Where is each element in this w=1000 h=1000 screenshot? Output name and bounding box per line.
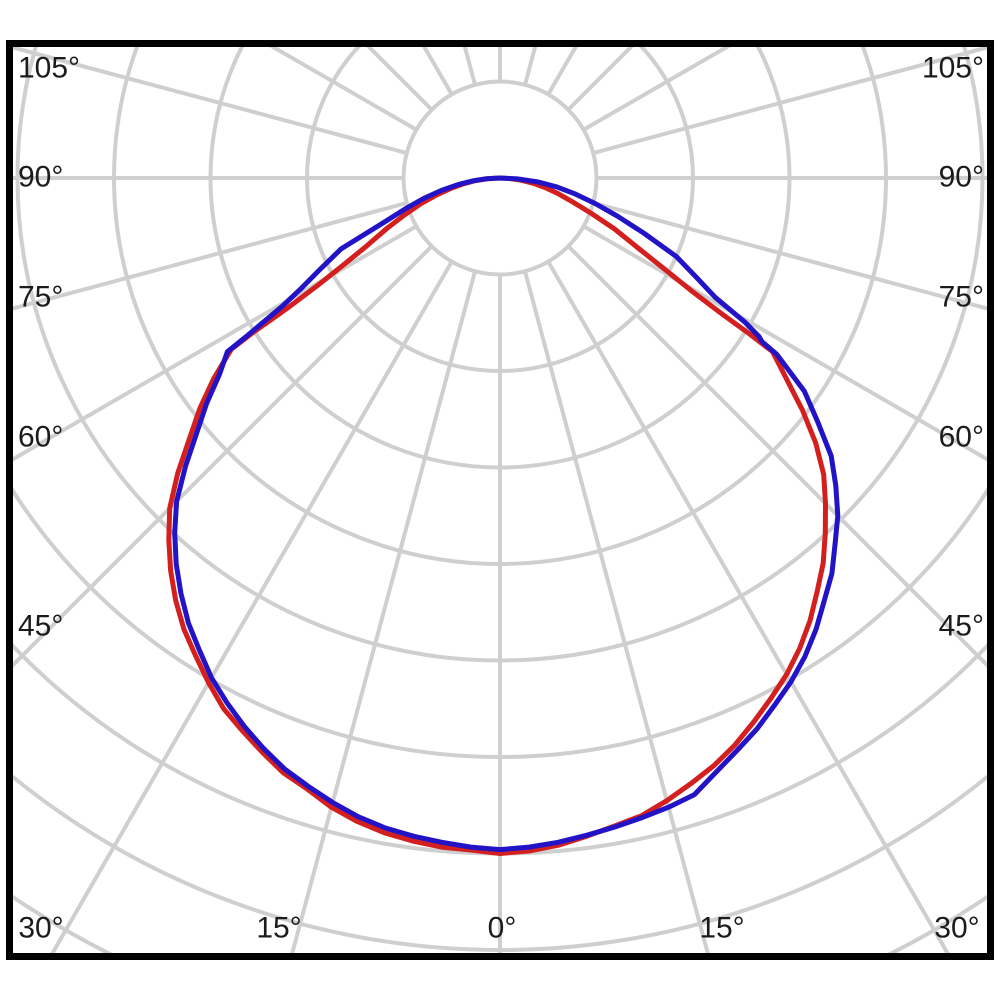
angle-labels: 105° 90° 75° 60° 45° 105° 90° 75° 60° 45° 30° 15° 0°… bbox=[18, 52, 984, 945]
angle-label-right: 45° bbox=[939, 610, 984, 643]
grid-spoke bbox=[546, 260, 950, 953]
grid-spoke bbox=[50, 260, 454, 953]
angle-label-left: 75° bbox=[18, 281, 63, 314]
grid-spoke bbox=[523, 270, 710, 953]
grid-spoke bbox=[13, 47, 408, 155]
blue-curve bbox=[172, 175, 841, 853]
grid-spoke bbox=[13, 224, 418, 462]
angle-label-bottom: 15° bbox=[699, 912, 744, 945]
red-curve bbox=[166, 175, 828, 856]
grid-spoke bbox=[582, 224, 987, 462]
angle-label-left: 105° bbox=[18, 52, 80, 85]
angle-label-right: 75° bbox=[939, 281, 984, 314]
angle-label-right: 90° bbox=[939, 161, 984, 194]
angle-label-bottom: 0° bbox=[488, 912, 517, 945]
grid-spoke bbox=[13, 201, 408, 311]
angle-label-right: 60° bbox=[939, 421, 984, 454]
grid-spoke bbox=[592, 47, 987, 155]
angle-label-left: 60° bbox=[18, 421, 63, 454]
angle-label-left: 90° bbox=[18, 161, 63, 194]
grid-spoke bbox=[290, 270, 477, 953]
chart-frame bbox=[6, 40, 994, 960]
angle-label-left: 45° bbox=[18, 610, 63, 643]
angle-label-bottom: 15° bbox=[256, 912, 301, 945]
grid-spoke bbox=[13, 244, 434, 668]
angle-label-right: 105° bbox=[922, 52, 984, 85]
angle-label-bottom: 30° bbox=[18, 912, 63, 945]
grid-spoke bbox=[566, 244, 987, 668]
angle-label-bottom: 30° bbox=[934, 912, 979, 945]
grid-spoke bbox=[592, 201, 987, 311]
